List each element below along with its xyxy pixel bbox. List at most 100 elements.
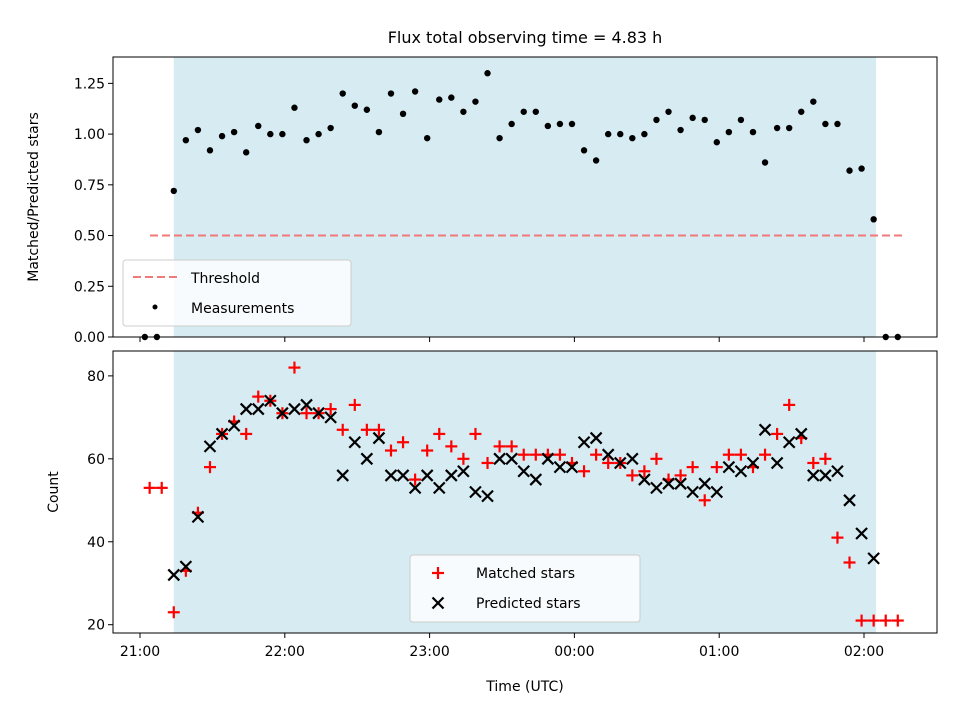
cross-b (819, 469, 832, 482)
measurement-point (460, 108, 467, 115)
cross-b (445, 469, 458, 482)
measurement-point (749, 128, 757, 136)
measurement-point (170, 187, 177, 195)
measurement-point (592, 157, 600, 164)
cross-b (276, 406, 289, 420)
matched-star-point (336, 423, 349, 436)
matched-star-point (686, 461, 699, 474)
cross-b (324, 411, 337, 424)
cross-b (432, 481, 446, 495)
predicted-star-point (481, 489, 494, 503)
predicted-star-point (227, 419, 241, 432)
matched-star-point (143, 481, 156, 494)
predicted-star-point (650, 481, 663, 495)
predicted-star-point (300, 398, 313, 412)
cross-b (360, 452, 374, 466)
matched-star-point (783, 398, 796, 411)
measurement-point (532, 108, 539, 115)
legend-plus-marker (432, 567, 444, 579)
matched-star-point (288, 361, 301, 374)
measurement-point (822, 120, 829, 128)
measurement-point (810, 98, 817, 105)
predicted-star-point (613, 456, 627, 470)
measurement-point (279, 130, 286, 138)
measurement-point (641, 130, 648, 138)
cross-b (710, 485, 724, 499)
predicted-star-point (396, 469, 410, 482)
cross-b (420, 469, 434, 482)
cross-b (300, 398, 313, 412)
predicted-star-point (734, 464, 748, 478)
predicted-star-point (577, 435, 591, 449)
measurement-point (580, 147, 588, 154)
x-tick-label: 00:00 (554, 644, 594, 660)
cross-b (312, 406, 325, 420)
measurement-point (484, 70, 491, 77)
matched-star-point (324, 403, 337, 416)
cross-b (770, 456, 784, 470)
predicted-stars-points (167, 394, 880, 582)
cross-b (529, 473, 543, 486)
measurement-point (737, 116, 745, 124)
x-axis-label: Time (UTC) (485, 679, 563, 695)
cross-b (843, 494, 856, 507)
bottom-legend-box (409, 554, 641, 623)
cross-b (867, 552, 880, 565)
measurement-point (327, 124, 334, 132)
measurement-point (846, 167, 853, 174)
predicted-star-point (782, 435, 796, 449)
cross-b (746, 456, 760, 470)
top-x-ticks (139, 337, 865, 342)
predicted-star-point (457, 464, 470, 478)
cross-b (794, 427, 808, 441)
cross-b (264, 394, 277, 408)
cross-b (384, 469, 398, 482)
matched-star-point (722, 448, 735, 461)
matched-star-point (843, 556, 856, 569)
measurement-point (399, 110, 407, 118)
predicted-star-point (372, 431, 386, 445)
matched-star-point (553, 448, 566, 461)
top-y-axis-label: Matched/Predicted stars (26, 112, 42, 282)
measurement-point (858, 165, 865, 172)
top-y-ticks: 0.00 0.25 0.50 0.75 1.00 1.25 (74, 76, 113, 346)
measurement-point (242, 149, 250, 156)
matched-star-point (167, 606, 180, 619)
y-tick-label: 0.00 (74, 330, 105, 346)
matched-star-point (638, 465, 651, 478)
predicted-star-point (445, 469, 458, 482)
y-tick-label: 60 (87, 452, 105, 468)
matched-star-point (879, 614, 892, 627)
predicted-star-point (469, 485, 482, 499)
predicted-star-point (529, 473, 543, 486)
cross-b (553, 460, 567, 474)
predicted-star-point (191, 510, 205, 524)
legend-measurements-label: Measurements (191, 301, 294, 317)
matched-star-point (734, 448, 747, 461)
matched-star-point (469, 427, 482, 440)
predicted-star-point (324, 411, 337, 424)
predicted-star-point (831, 464, 844, 478)
cross-b (179, 560, 193, 573)
predicted-star-point (638, 473, 651, 486)
matched-star-point (578, 465, 591, 478)
legend-predicted-swatch (431, 596, 445, 610)
predicted-star-point (276, 406, 289, 420)
matched-star-point (650, 452, 663, 465)
cross-b (336, 469, 349, 482)
cross-b (722, 460, 736, 474)
cross-b (541, 452, 555, 466)
cross-b (782, 435, 796, 449)
predicted-star-point (710, 485, 724, 499)
legend-threshold-label: Threshold (190, 271, 260, 287)
predicted-star-point (348, 435, 362, 449)
matched-star-point (855, 614, 868, 627)
matched-star-point (771, 427, 784, 440)
predicted-star-point (493, 452, 506, 466)
cross-b (662, 477, 675, 490)
measurement-point (351, 102, 358, 109)
matched-star-point (626, 469, 639, 482)
cross-b (239, 402, 253, 416)
